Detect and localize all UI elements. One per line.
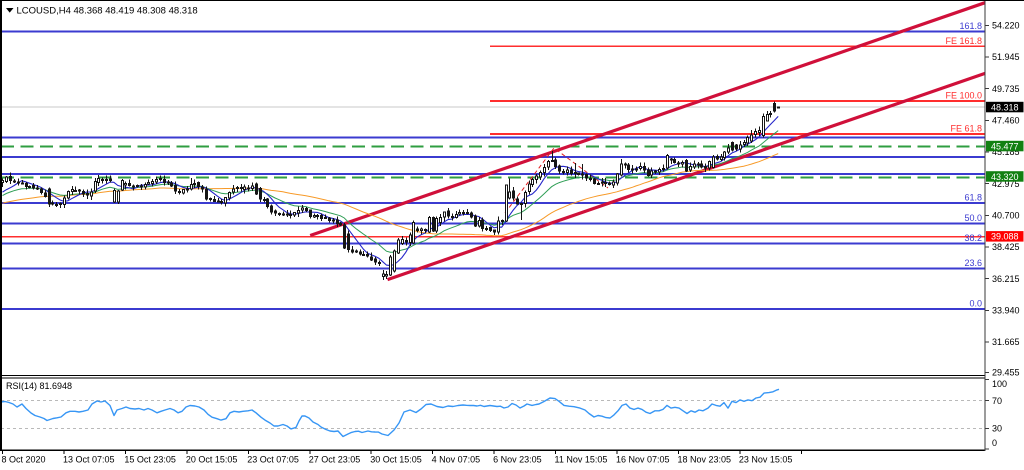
svg-text:4 Nov 07:05: 4 Nov 07:05 [432,455,481,465]
svg-text:31.665: 31.665 [992,337,1020,347]
svg-text:11 Nov 15:05: 11 Nov 15:05 [555,455,608,465]
svg-text:FE 161.8: FE 161.8 [945,36,982,46]
svg-text:LCOUSD,H4 48.368 48.419 48.30: LCOUSD,H4 48.368 48.419 48.308 48.318 [17,6,198,17]
svg-text:18 Nov 23:05: 18 Nov 23:05 [677,455,731,465]
svg-text:38.425: 38.425 [992,242,1020,252]
svg-text:33.940: 33.940 [992,306,1020,316]
svg-text:0.0: 0.0 [969,299,982,309]
svg-text:30: 30 [992,424,1002,434]
svg-text:FE 100.0: FE 100.0 [945,91,982,101]
svg-text:0: 0 [992,438,997,448]
svg-text:45.477: 45.477 [991,141,1019,151]
svg-text:100: 100 [992,379,1007,389]
svg-text:161.8: 161.8 [959,21,982,31]
svg-text:70: 70 [992,396,1002,406]
svg-text:50.0: 50.0 [964,213,982,223]
svg-text:RSI(14) 81.6948: RSI(14) 81.6948 [6,381,72,391]
svg-text:23.6: 23.6 [964,258,982,268]
svg-text:42.975: 42.975 [992,179,1020,189]
svg-text:49.735: 49.735 [992,84,1020,94]
svg-text:29.455: 29.455 [992,368,1020,378]
svg-text:45.185: 45.185 [992,147,1020,157]
svg-text:27 Oct 23:05: 27 Oct 23:05 [309,455,361,465]
svg-text:23 Nov 15:05: 23 Nov 15:05 [739,455,793,465]
svg-text:8 Oct 2020: 8 Oct 2020 [2,455,46,465]
svg-text:61.8: 61.8 [964,193,982,203]
svg-text:6 Nov 23:05: 6 Nov 23:05 [493,455,542,465]
svg-text:FE 61.8: FE 61.8 [950,124,982,134]
svg-text:16 Nov 07:05: 16 Nov 07:05 [616,455,670,465]
svg-text:15 Oct 23:05: 15 Oct 23:05 [124,455,176,465]
svg-text:20 Oct 15:05: 20 Oct 15:05 [186,455,238,465]
svg-text:48.318: 48.318 [991,102,1019,112]
svg-text:13 Oct 07:05: 13 Oct 07:05 [63,455,115,465]
svg-text:43.320: 43.320 [991,172,1019,182]
svg-text:23 Oct 07:05: 23 Oct 07:05 [247,455,299,465]
svg-text:30 Oct 15:05: 30 Oct 15:05 [370,455,422,465]
svg-text:40.700: 40.700 [992,211,1020,221]
svg-text:36.215: 36.215 [992,274,1020,284]
svg-text:54.220: 54.220 [992,21,1020,31]
svg-text:39.088: 39.088 [991,232,1019,242]
svg-text:51.945: 51.945 [992,52,1020,62]
svg-text:47.460: 47.460 [992,116,1020,126]
svg-text:38.2: 38.2 [964,233,982,243]
